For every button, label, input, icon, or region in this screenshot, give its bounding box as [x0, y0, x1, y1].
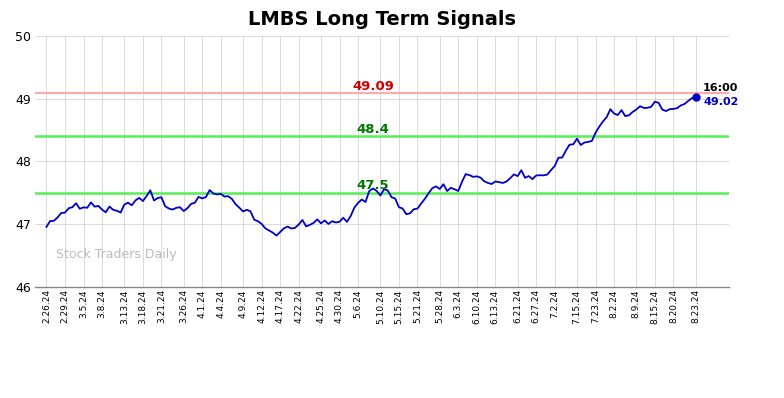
Title: LMBS Long Term Signals: LMBS Long Term Signals — [249, 10, 516, 29]
Point — [689, 94, 702, 100]
Text: 47.5: 47.5 — [357, 179, 389, 192]
Text: 48.4: 48.4 — [357, 123, 390, 136]
Text: Stock Traders Daily: Stock Traders Daily — [56, 248, 176, 261]
Text: 49.09: 49.09 — [352, 80, 394, 93]
Text: 49.02: 49.02 — [703, 97, 739, 107]
Text: 16:00: 16:00 — [703, 84, 739, 94]
